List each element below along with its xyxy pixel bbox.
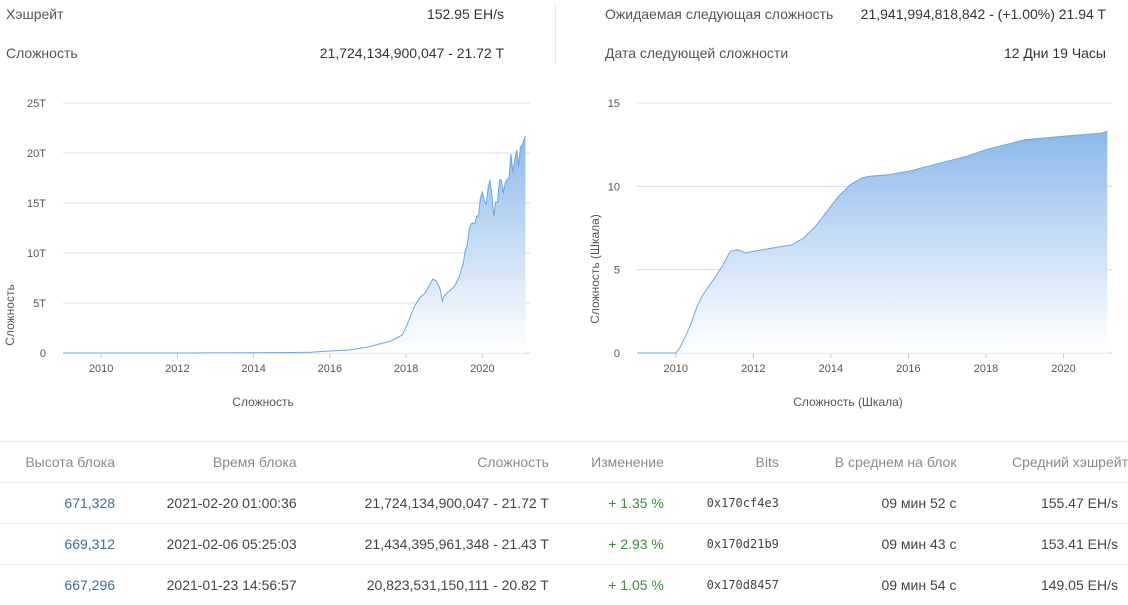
table-header-row: Высота блока Время блока Сложность Измен…	[0, 442, 1128, 483]
x-axis-title: Сложность	[232, 395, 293, 409]
block-time: 2021-02-06 05:25:03	[115, 524, 297, 565]
hashrate-value: 152.95 EH/s	[427, 6, 504, 22]
difficulty-cell: 20,823,531,150,111 - 20.82 T	[297, 565, 549, 605]
y-tick-label: 15T	[27, 198, 46, 210]
block-height-link[interactable]: 671,328	[0, 483, 115, 524]
stats-divider	[555, 4, 556, 64]
x-axis: 2010 2012 2014 2016 2018 2020	[664, 353, 1076, 375]
x-tick-label: 2010	[89, 363, 113, 375]
y-axis: 0 5T 10T 15T 20T 25T	[27, 98, 46, 360]
x-tick-label: 2020	[470, 363, 494, 375]
avg-hashrate-cell: 149.05 EH/s	[956, 565, 1128, 605]
col-block-height[interactable]: Высота блока	[0, 442, 115, 483]
bits-cell: 0x170d8457	[664, 565, 779, 605]
x-tick-label: 2018	[974, 363, 998, 375]
avg-per-block-cell: 09 мин 43 с	[779, 524, 957, 565]
series-area	[63, 136, 525, 353]
bits-cell: 0x170d21b9	[664, 524, 779, 565]
x-axis: 2010 2012 2014 2016 2018 2020	[89, 353, 495, 375]
table-row: 667,296 2021-01-23 14:56:57 20,823,531,1…	[0, 565, 1128, 605]
block-height-link[interactable]: 667,296	[0, 565, 115, 605]
block-height-link[interactable]: 669,312	[0, 524, 115, 565]
col-bits[interactable]: Bits	[664, 442, 779, 483]
difficulty-label: Сложность	[6, 45, 78, 61]
block-time: 2021-01-23 14:56:57	[115, 565, 297, 605]
x-tick-label: 2014	[241, 363, 265, 375]
x-tick-label: 2016	[318, 363, 342, 375]
y-tick-label: 15	[608, 98, 620, 110]
change-cell: + 1.05 %	[549, 565, 664, 605]
y-tick-label: 5	[614, 265, 620, 277]
x-tick-label: 2016	[896, 363, 920, 375]
difficulty-log-chart: 0 5 10 15 2010 2012 2014 2016 2018 2020 Сложност…	[560, 85, 1128, 415]
col-avg-hashrate[interactable]: Средний хэшрейт	[956, 442, 1128, 483]
difficulty-value: 21,724,134,900,047 - 21.72 T	[320, 45, 504, 61]
x-tick-label: 2012	[741, 363, 765, 375]
col-block-time[interactable]: Время блока	[115, 442, 297, 483]
y-tick-label: 10	[608, 181, 620, 193]
x-tick-label: 2014	[819, 363, 843, 375]
series-area	[637, 131, 1107, 353]
y-tick-label: 0	[614, 348, 620, 360]
next-difficulty-date-value: 12 Дни 19 Часы	[1004, 45, 1106, 61]
expected-difficulty-label: Ожидаемая следующая сложность	[605, 6, 833, 22]
bits-cell: 0x170cf4e3	[664, 483, 779, 524]
y-tick-label: 5T	[33, 298, 46, 310]
x-tick-label: 2018	[394, 363, 418, 375]
difficulty-table: Высота блока Время блока Сложность Измен…	[0, 441, 1128, 605]
difficulty-cell: 21,434,395,961,348 - 21.43 T	[297, 524, 549, 565]
table-row: 671,328 2021-02-20 01:00:36 21,724,134,9…	[0, 483, 1128, 524]
difficulty-cell: 21,724,134,900,047 - 21.72 T	[297, 483, 549, 524]
avg-hashrate-cell: 155.47 EH/s	[956, 483, 1128, 524]
next-difficulty-date-label: Дата следующей сложности	[605, 45, 788, 61]
expected-difficulty-value: 21,941,994,818,842 - (+1.00%) 21.94 T	[861, 6, 1106, 22]
avg-per-block-cell: 09 мин 54 с	[779, 565, 957, 605]
y-tick-label: 10T	[27, 248, 46, 260]
difficulty-chart: 0 5T 10T 15T 20T 25T 2010 2012 2014 2016 2018 2020…	[0, 85, 560, 415]
col-change[interactable]: Изменение	[549, 442, 664, 483]
x-tick-label: 2010	[664, 363, 688, 375]
change-cell: + 2.93 %	[549, 524, 664, 565]
y-tick-label: 25T	[27, 98, 46, 110]
col-avg-per-block[interactable]: В среднем на блок	[779, 442, 957, 483]
table-row: 669,312 2021-02-06 05:25:03 21,434,395,9…	[0, 524, 1128, 565]
chart-series	[637, 131, 1107, 353]
x-tick-label: 2020	[1051, 363, 1075, 375]
hashrate-label: Хэшрейт	[6, 6, 64, 22]
y-tick-label: 0	[40, 348, 46, 360]
x-axis-title: Сложность (Шкала)	[793, 395, 903, 409]
avg-per-block-cell: 09 мин 52 с	[779, 483, 957, 524]
x-tick-label: 2012	[165, 363, 189, 375]
y-tick-label: 20T	[27, 148, 46, 160]
y-axis-title: Сложность	[3, 284, 17, 345]
y-axis-title: Сложность (Шкала)	[588, 214, 602, 324]
avg-hashrate-cell: 153.41 EH/s	[956, 524, 1128, 565]
chart-series	[63, 136, 525, 353]
col-difficulty[interactable]: Сложность	[297, 442, 549, 483]
change-cell: + 1.35 %	[549, 483, 664, 524]
y-axis: 0 5 10 15	[608, 98, 620, 360]
block-time: 2021-02-20 01:00:36	[115, 483, 297, 524]
